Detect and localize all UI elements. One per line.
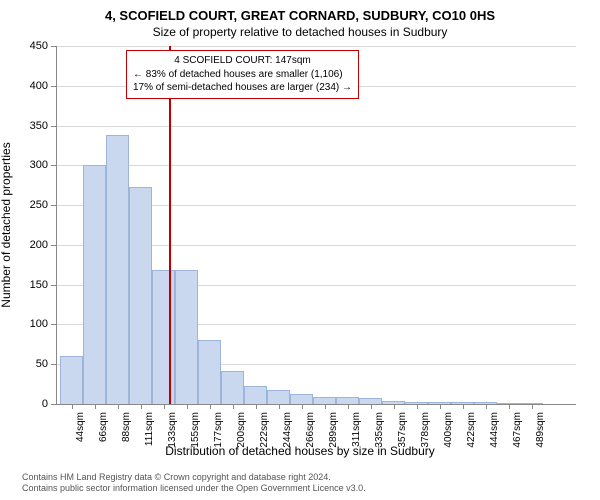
histogram-bar <box>313 397 336 404</box>
x-tick-label: 177sqm <box>213 412 224 448</box>
x-tick-mark <box>486 404 487 409</box>
gridline <box>56 126 576 127</box>
x-tick-label: 44sqm <box>75 412 86 442</box>
x-tick-mark <box>233 404 234 409</box>
histogram-bar <box>60 356 83 404</box>
y-tick-label: 200 <box>12 239 48 251</box>
x-tick-mark <box>348 404 349 409</box>
y-tick-label: 0 <box>12 398 48 410</box>
x-tick-mark <box>256 404 257 409</box>
y-tick-label: 450 <box>12 40 48 52</box>
y-tick-label: 250 <box>12 199 48 211</box>
histogram-bar <box>129 187 152 404</box>
histogram-bar <box>221 371 244 404</box>
y-tick-label: 100 <box>12 318 48 330</box>
x-tick-label: 200sqm <box>236 412 247 448</box>
annotation-box: 4 SCOFIELD COURT: 147sqm← 83% of detache… <box>126 50 359 99</box>
x-tick-label: 66sqm <box>98 412 109 442</box>
footnote-line-1: Contains HM Land Registry data © Crown c… <box>22 472 366 483</box>
x-tick-label: 422sqm <box>466 412 477 448</box>
x-tick-label: 289sqm <box>328 412 339 448</box>
x-tick-mark <box>463 404 464 409</box>
y-tick-label: 350 <box>12 120 48 132</box>
x-tick-mark <box>325 404 326 409</box>
x-axis-label: Distribution of detached houses by size … <box>0 444 600 458</box>
x-tick-label: 335sqm <box>374 412 385 448</box>
histogram-bar <box>290 394 313 404</box>
histogram-bar <box>106 135 129 404</box>
x-tick-mark <box>302 404 303 409</box>
histogram-bar <box>83 165 106 404</box>
x-tick-mark <box>164 404 165 409</box>
x-tick-label: 266sqm <box>305 412 316 448</box>
annotation-line: ← 83% of detached houses are smaller (1,… <box>133 68 352 82</box>
x-tick-label: 357sqm <box>397 412 408 448</box>
x-tick-label: 467sqm <box>512 412 523 448</box>
x-tick-label: 222sqm <box>259 412 270 448</box>
x-tick-mark <box>187 404 188 409</box>
x-tick-label: 88sqm <box>121 412 132 442</box>
footnote-line-2: Contains public sector information licen… <box>22 483 366 494</box>
histogram-bar <box>336 397 359 404</box>
x-tick-mark <box>141 404 142 409</box>
gridline <box>56 46 576 47</box>
x-tick-mark <box>118 404 119 409</box>
x-tick-label: 444sqm <box>489 412 500 448</box>
chart-plot-area: 05010015020025030035040045044sqm66sqm88s… <box>56 46 576 404</box>
property-marker-line <box>169 46 171 404</box>
x-tick-mark <box>532 404 533 409</box>
x-tick-mark <box>95 404 96 409</box>
annotation-line: 17% of semi-detached houses are larger (… <box>133 81 352 95</box>
x-tick-mark <box>72 404 73 409</box>
annotation-line: 4 SCOFIELD COURT: 147sqm <box>133 54 352 68</box>
histogram-bar <box>267 390 290 404</box>
x-tick-label: 133sqm <box>167 412 178 448</box>
x-tick-mark <box>440 404 441 409</box>
x-tick-mark <box>210 404 211 409</box>
y-tick-label: 400 <box>12 80 48 92</box>
chart-title-main: 4, SCOFIELD COURT, GREAT CORNARD, SUDBUR… <box>0 0 600 23</box>
x-tick-label: 111sqm <box>144 412 155 446</box>
y-tick-label: 50 <box>12 358 48 370</box>
histogram-bar <box>152 270 175 404</box>
histogram-bar <box>175 270 198 404</box>
x-tick-mark <box>371 404 372 409</box>
x-tick-label: 378sqm <box>420 412 431 448</box>
histogram-bar <box>244 386 267 404</box>
y-tick-label: 150 <box>12 279 48 291</box>
y-axis-line <box>56 46 57 404</box>
x-tick-mark <box>394 404 395 409</box>
y-tick-label: 300 <box>12 159 48 171</box>
x-tick-label: 400sqm <box>443 412 454 448</box>
x-tick-mark <box>279 404 280 409</box>
x-tick-label: 489sqm <box>535 412 546 448</box>
x-axis-line <box>56 404 576 405</box>
x-tick-label: 244sqm <box>282 412 293 448</box>
x-tick-label: 311sqm <box>351 412 362 447</box>
chart-footnote: Contains HM Land Registry data © Crown c… <box>22 472 366 495</box>
x-tick-mark <box>417 404 418 409</box>
histogram-bar <box>198 340 221 404</box>
gridline <box>56 165 576 166</box>
x-tick-label: 155sqm <box>190 412 201 448</box>
x-tick-mark <box>509 404 510 409</box>
chart-title-sub: Size of property relative to detached ho… <box>0 23 600 39</box>
